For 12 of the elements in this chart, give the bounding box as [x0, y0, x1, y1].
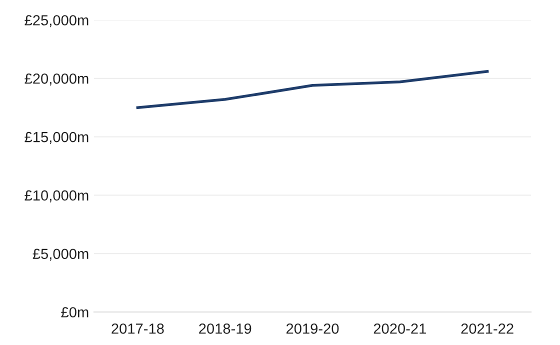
- x-tick-label: 2021-22: [461, 323, 514, 334]
- x-tick-label: 2020-21: [374, 323, 426, 334]
- line-series: [136, 70, 489, 109]
- y-tick-label: £0m: [61, 307, 88, 318]
- y-tick-label: £25,000m: [24, 15, 88, 28]
- x-tick-label: 2018-19: [199, 323, 252, 334]
- y-tick-label: £5,000m: [32, 248, 88, 261]
- y-tick-label: £20,000m: [24, 74, 88, 86]
- x-tick-label: 2019-20: [286, 323, 339, 334]
- x-tick-label: 2017-18: [112, 323, 164, 334]
- y-tick-label: £10,000m: [24, 190, 88, 202]
- y-tick-label: £15,000m: [24, 132, 88, 144]
